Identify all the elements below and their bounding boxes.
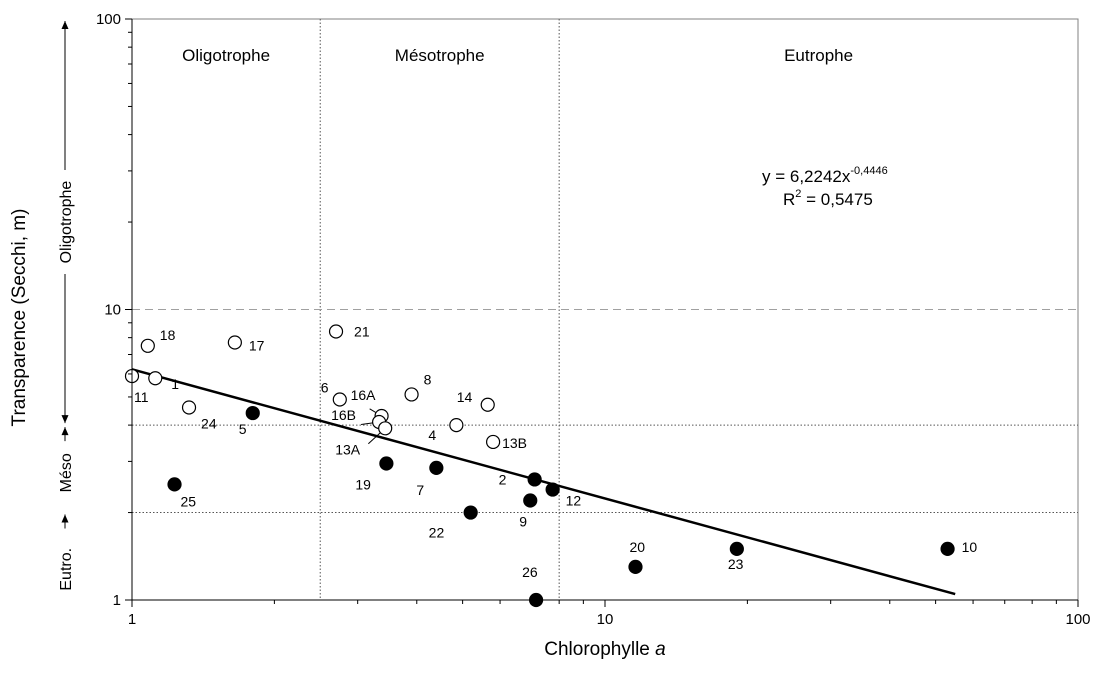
guide-lines bbox=[132, 19, 1078, 600]
eutro-arrow-up-head bbox=[61, 514, 69, 523]
x-tick-label-10: 10 bbox=[597, 611, 614, 628]
point-label-17: 17 bbox=[249, 337, 265, 353]
point-label-9: 9 bbox=[519, 514, 527, 530]
point-label-25: 25 bbox=[181, 493, 197, 509]
data-point-7 bbox=[429, 460, 444, 475]
data-point-2 bbox=[527, 472, 542, 487]
trendline-path bbox=[131, 368, 956, 596]
point-label-11: 11 bbox=[134, 389, 149, 405]
annotations: Oligotrophe Mésotrophe Eutrophe Oligotrophe… bbox=[58, 21, 888, 591]
data-point-5 bbox=[245, 405, 260, 421]
x-axis-title-text: Chlorophylle bbox=[544, 639, 655, 660]
point-label-24: 24 bbox=[201, 415, 217, 431]
trend-r2-value: = 0,5475 bbox=[801, 190, 872, 209]
x-tick-label-100: 100 bbox=[1065, 611, 1090, 628]
data-point-8 bbox=[404, 387, 419, 402]
trend-r2: R2 = 0,5475 bbox=[783, 188, 873, 209]
zone-label-x-0: Oligotrophe bbox=[182, 46, 270, 65]
data-point-9 bbox=[523, 493, 538, 508]
y-tick-label-10: 10 bbox=[104, 302, 121, 319]
zone-label-y-0: Oligotrophe bbox=[58, 181, 75, 264]
point-label-21: 21 bbox=[354, 323, 370, 339]
point-label-4: 4 bbox=[428, 427, 436, 443]
trend-equation-base: y = 6,2242x bbox=[762, 167, 851, 186]
data-point-10 bbox=[940, 541, 955, 556]
point-label-22: 22 bbox=[429, 525, 445, 541]
data-point-6 bbox=[332, 392, 347, 407]
data-point-19 bbox=[379, 456, 394, 471]
data-point-20 bbox=[628, 559, 643, 574]
data-point-23 bbox=[729, 541, 744, 556]
data-point-25 bbox=[167, 477, 182, 492]
data-point-22 bbox=[463, 505, 478, 520]
point-label-13A: 13A bbox=[335, 441, 361, 457]
data-point-18 bbox=[140, 338, 155, 353]
x-axis-title-italic: a bbox=[655, 639, 666, 660]
point-label-7: 7 bbox=[416, 482, 424, 498]
olig-arrow-up-head bbox=[61, 21, 69, 29]
point-label-1: 1 bbox=[171, 376, 179, 392]
zone-label-x-2: Eutrophe bbox=[784, 46, 853, 65]
point-label-19: 19 bbox=[355, 477, 371, 493]
point-label-14: 14 bbox=[457, 389, 473, 405]
point-label-12: 12 bbox=[566, 493, 582, 509]
trend-r2-label: R bbox=[783, 190, 795, 209]
meso-arrow-up-head bbox=[61, 427, 69, 436]
y-tick-label-1: 1 bbox=[113, 592, 121, 609]
y-tick-label-100: 100 bbox=[96, 11, 121, 28]
point-label-8: 8 bbox=[424, 371, 432, 387]
data-point-1 bbox=[148, 371, 163, 386]
point-label-16A: 16A bbox=[351, 387, 377, 403]
zone-label-x-1: Mésotrophe bbox=[395, 46, 485, 65]
trend-equation-exponent: -0,4446 bbox=[850, 165, 887, 177]
data-point-12 bbox=[545, 482, 560, 497]
data-point-21 bbox=[328, 324, 344, 339]
x-tick-label-1: 1 bbox=[128, 611, 136, 628]
trend-equation: y = 6,2242x-0,4446 bbox=[762, 165, 888, 186]
point-label-23: 23 bbox=[728, 556, 744, 572]
olig-arrow-down-head bbox=[61, 415, 69, 424]
zone-label-y-1: Méso bbox=[58, 453, 75, 492]
trendline bbox=[131, 368, 956, 596]
point-label-13B: 13B bbox=[502, 435, 527, 451]
x-axis-title: Chlorophylle a bbox=[544, 639, 665, 660]
point-label-18: 18 bbox=[160, 327, 176, 343]
data-point-4 bbox=[449, 418, 464, 433]
trend-r2-power: 2 bbox=[795, 188, 801, 200]
point-label-5: 5 bbox=[239, 421, 247, 437]
point-label-6: 6 bbox=[321, 379, 329, 395]
point-label-10: 10 bbox=[962, 539, 978, 555]
point-label-20: 20 bbox=[629, 539, 645, 555]
zone-label-y-2: Eutro. bbox=[58, 548, 75, 591]
point-label-26: 26 bbox=[522, 564, 538, 580]
data-point-13B bbox=[486, 434, 501, 450]
data-point-17 bbox=[227, 335, 242, 350]
y-axis-title: Transparence (Secchi, m) bbox=[9, 209, 30, 427]
data-point-24 bbox=[181, 400, 197, 415]
data-point-13A bbox=[378, 421, 393, 436]
data-point-14 bbox=[480, 397, 495, 412]
axes: 1 10 100 1 10 100 Chlorophylle a Transparence (… bbox=[9, 11, 1091, 660]
point-label-16B: 16B bbox=[331, 407, 356, 423]
point-label-2: 2 bbox=[499, 471, 507, 487]
